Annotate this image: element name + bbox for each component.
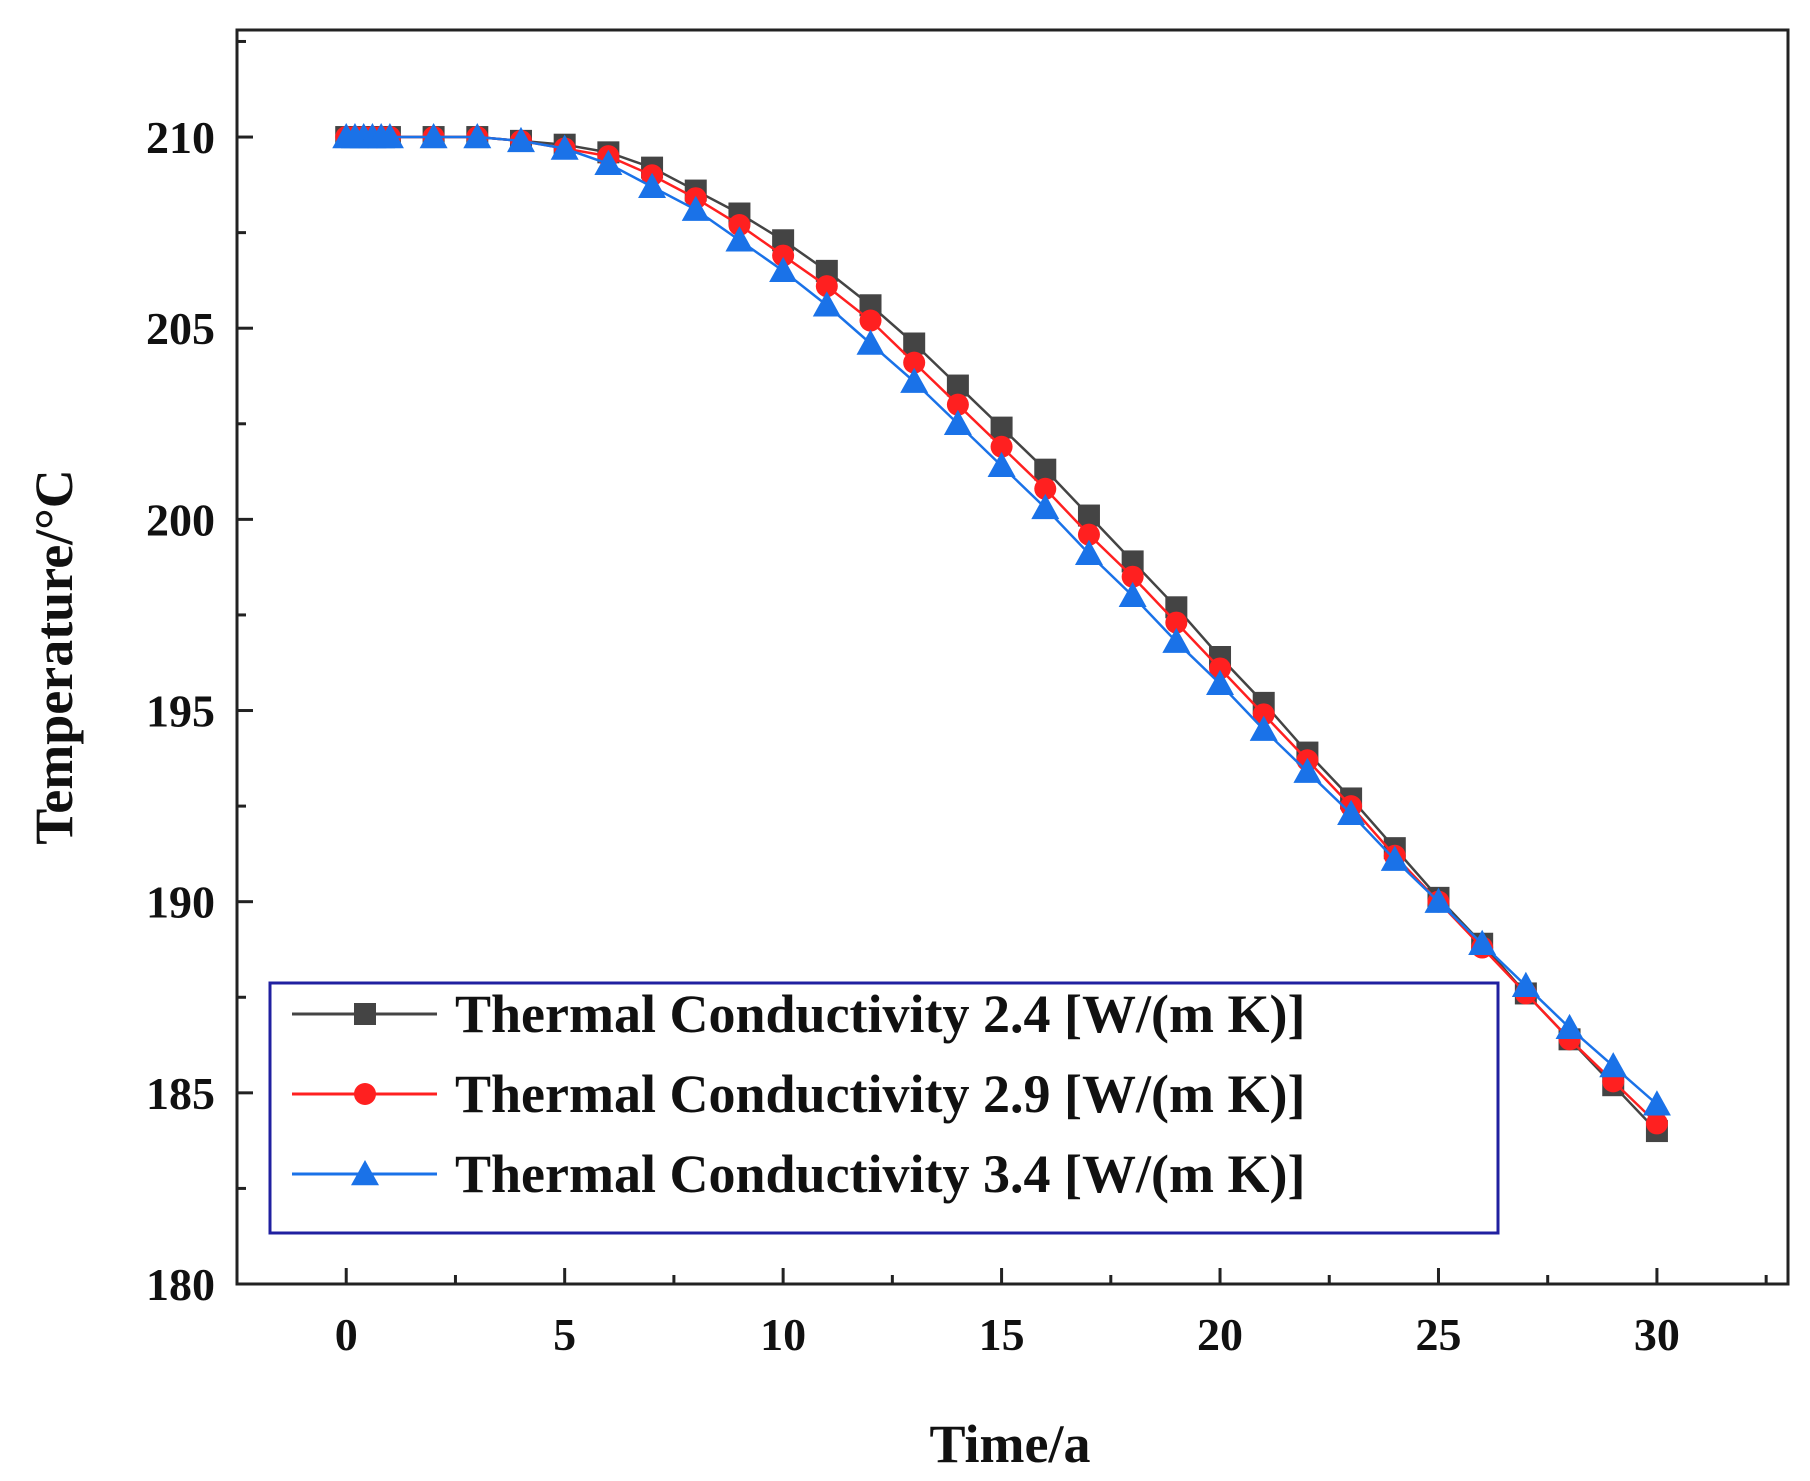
y-tick-label: 205	[146, 303, 215, 354]
data-point	[550, 134, 579, 160]
y-axis-ticks	[237, 39, 253, 1190]
data-point	[1645, 1112, 1668, 1135]
x-axis-ticks	[344, 1268, 1768, 1284]
data-point	[903, 351, 926, 374]
data-point	[1511, 971, 1540, 997]
data-point	[990, 416, 1013, 439]
data-point	[1252, 703, 1275, 726]
data-point	[900, 367, 929, 393]
x-axis-title: Time/a	[930, 1414, 1091, 1474]
data-point	[638, 172, 667, 198]
x-tick-label: 20	[1197, 1309, 1243, 1360]
x-tick-label: 30	[1634, 1309, 1680, 1360]
data-point	[419, 123, 448, 149]
data-point	[681, 195, 710, 221]
legend-label: Thermal Conductivity 2.4 [W/(m K)]	[455, 984, 1305, 1044]
data-point	[728, 213, 751, 236]
legend-item-1: Thermal Conductivity 2.4 [W/(m K)]	[292, 984, 1305, 1044]
data-point	[856, 329, 885, 355]
data-point	[1424, 887, 1453, 913]
legend-box	[268, 981, 1500, 1235]
data-point	[1074, 539, 1103, 565]
data-point	[990, 435, 1013, 458]
y-tick-label: 180	[146, 1259, 215, 1310]
data-point	[772, 229, 795, 252]
data-point	[769, 256, 798, 283]
legend-label: Thermal Conductivity 3.4 [W/(m K)]	[455, 1144, 1305, 1204]
y-tick-label: 190	[146, 877, 215, 928]
data-point	[375, 123, 404, 149]
data-point	[903, 332, 926, 355]
data-point	[1293, 757, 1322, 783]
data-point	[859, 294, 882, 317]
data-point	[1162, 627, 1191, 653]
data-point	[946, 374, 969, 397]
legend-marker	[351, 1160, 379, 1186]
x-axis-tick-labels: 0 5 10 15 20 25 30	[335, 1309, 1680, 1360]
data-point	[772, 244, 795, 267]
data-point	[1380, 845, 1409, 871]
data-point	[812, 291, 841, 317]
data-point	[1077, 523, 1100, 546]
y-axis-tick-labels: 180 185 190 195 200 205 210	[146, 112, 215, 1310]
series-3	[332, 123, 1671, 1116]
legend-label: Thermal Conductivity 2.9 [W/(m K)]	[455, 1064, 1305, 1124]
data-point	[1031, 493, 1060, 520]
data-point	[815, 275, 838, 298]
legend-marker	[354, 1083, 376, 1105]
plot-frame	[235, 28, 1790, 1286]
series-layer	[332, 123, 1671, 1143]
y-axis-title: Temperature/°C	[24, 469, 84, 845]
data-point	[1165, 596, 1188, 619]
data-point	[1209, 657, 1232, 680]
data-point	[1034, 458, 1057, 481]
data-point	[1121, 550, 1144, 573]
data-point	[946, 393, 969, 416]
legend-items: Thermal Conductivity 2.4 [W/(m K)] Therma…	[292, 984, 1305, 1204]
data-point	[1206, 669, 1235, 695]
data-point	[987, 451, 1016, 478]
data-point	[506, 126, 535, 153]
legend-marker	[354, 1003, 376, 1025]
x-tick-label: 15	[979, 1309, 1025, 1360]
x-tick-label: 25	[1415, 1309, 1461, 1360]
data-point	[1121, 565, 1144, 588]
data-point	[463, 123, 492, 149]
legend-item-3: Thermal Conductivity 3.4 [W/(m K)]	[292, 1144, 1305, 1204]
data-point	[1034, 477, 1057, 500]
x-tick-label: 10	[760, 1309, 806, 1360]
x-tick-label: 0	[335, 1309, 358, 1360]
y-tick-label: 210	[146, 112, 215, 163]
data-point	[1165, 611, 1188, 634]
data-point	[594, 149, 623, 176]
legend: Thermal Conductivity 2.4 [W/(m K)] Therma…	[268, 981, 1500, 1235]
data-point	[725, 226, 754, 252]
data-point	[943, 409, 972, 435]
data-point	[1555, 1013, 1584, 1040]
data-point	[1249, 715, 1278, 741]
data-point	[815, 259, 838, 282]
data-point	[859, 309, 882, 332]
y-tick-label: 200	[146, 494, 215, 545]
data-point	[1118, 581, 1147, 608]
series-line	[346, 135, 1658, 1125]
series-line	[346, 135, 1658, 1106]
data-point	[1468, 929, 1497, 955]
y-tick-label: 185	[146, 1068, 215, 1119]
data-point	[1599, 1052, 1628, 1078]
legend-item-2: Thermal Conductivity 2.9 [W/(m K)]	[292, 1064, 1305, 1124]
y-tick-label: 195	[146, 686, 215, 737]
x-tick-label: 5	[553, 1309, 576, 1360]
data-point	[1337, 799, 1366, 825]
data-point	[1077, 504, 1100, 527]
data-point	[1642, 1090, 1671, 1116]
